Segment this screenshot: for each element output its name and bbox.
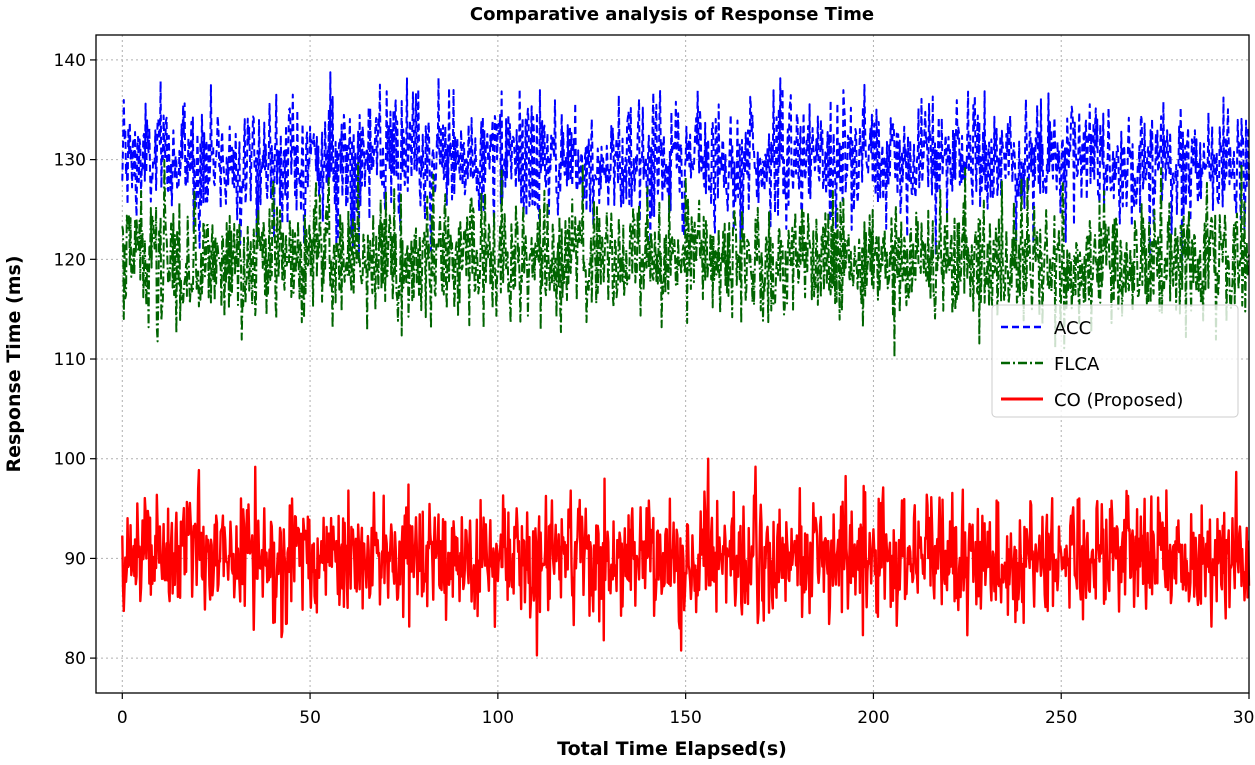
x-tick-label: 250 <box>1045 708 1077 728</box>
legend-label-2: CO (Proposed) <box>1054 390 1183 411</box>
series-line-2 <box>121 457 1251 657</box>
y-tick-label: 90 <box>64 549 86 569</box>
x-axis-ticks: 0 50 100 150 200 250 300 <box>117 693 1255 728</box>
y-tick-label: 100 <box>54 450 86 470</box>
x-tick-label: 200 <box>857 708 889 728</box>
chart-title: Comparative analysis of Response Time <box>470 4 874 25</box>
legend: ACC FLCA CO (Proposed) <box>991 304 1239 418</box>
series-lines <box>121 71 1251 657</box>
y-tick-label: 110 <box>54 350 86 370</box>
x-axis-label: Total Time Elapsed(s) <box>557 738 787 760</box>
y-axis-ticks: 80 90 100 110 120 130 140 <box>54 51 96 669</box>
series-line-1 <box>121 159 1250 359</box>
x-tick-label: 0 <box>117 708 128 728</box>
x-tick-label: 100 <box>482 708 514 728</box>
y-tick-label: 140 <box>54 51 86 71</box>
plot-frame <box>95 34 1250 694</box>
y-tick-label: 130 <box>54 151 86 171</box>
legend-label-0: ACC <box>1054 318 1091 339</box>
x-tick-label: 300 <box>1233 708 1255 728</box>
y-axis-label: Response Time (ms) <box>3 255 25 472</box>
legend-label-1: FLCA <box>1054 354 1100 375</box>
x-tick-label: 50 <box>299 708 321 728</box>
legend-box <box>991 304 1239 418</box>
series-line-0 <box>121 71 1250 268</box>
x-tick-label: 150 <box>669 708 701 728</box>
y-tick-label: 120 <box>54 250 86 270</box>
y-tick-label: 80 <box>64 649 86 669</box>
